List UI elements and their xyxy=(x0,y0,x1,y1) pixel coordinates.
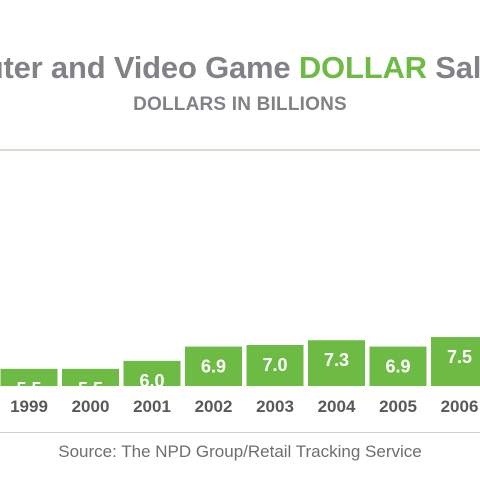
x-tick-2005: 2005 xyxy=(379,397,417,416)
bar-2000 xyxy=(62,368,119,386)
bar-label-2002: 6.9 xyxy=(201,357,226,377)
bar-label-2006: 7.5 xyxy=(447,347,472,367)
x-tick-2000: 2000 xyxy=(72,397,110,416)
chart-subtitle: DOLLARS IN BILLIONS xyxy=(133,94,347,115)
bar-2003 xyxy=(246,345,304,386)
source-note: Source: The NPD Group/Retail Tracking Se… xyxy=(58,442,422,461)
title-accent: DOLLAR xyxy=(298,50,427,85)
x-tick-1999: 1999 xyxy=(10,397,48,416)
bottom-divider xyxy=(0,432,480,433)
bar-label-2001: 6.0 xyxy=(139,371,164,391)
bar-label-2003: 7.0 xyxy=(262,355,287,375)
x-tick-2002: 2002 xyxy=(195,397,233,416)
bar-1999 xyxy=(0,368,58,386)
top-divider xyxy=(0,149,480,151)
bar-2006 xyxy=(431,337,480,386)
bar-2004 xyxy=(308,340,365,386)
bar-label-2000: 5.5 xyxy=(78,379,103,399)
x-tick-2003: 2003 xyxy=(256,397,294,416)
bar-2002 xyxy=(185,346,242,386)
bar-label-1999: 5.5 xyxy=(16,379,41,399)
chart-title: puter and Video Game DOLLAR Sal xyxy=(0,44,480,88)
bar-2001 xyxy=(123,360,181,386)
x-tick-2001: 2001 xyxy=(133,397,171,416)
x-tick-2004: 2004 xyxy=(318,397,356,416)
title-part-1: puter and Video Game xyxy=(0,50,291,85)
bar-label-2005: 6.9 xyxy=(385,357,410,377)
bar-label-2004: 7.3 xyxy=(324,350,349,370)
bar-2005 xyxy=(369,346,427,386)
title-part-2: Sal xyxy=(426,50,480,85)
x-tick-2006: 2006 xyxy=(441,397,479,416)
